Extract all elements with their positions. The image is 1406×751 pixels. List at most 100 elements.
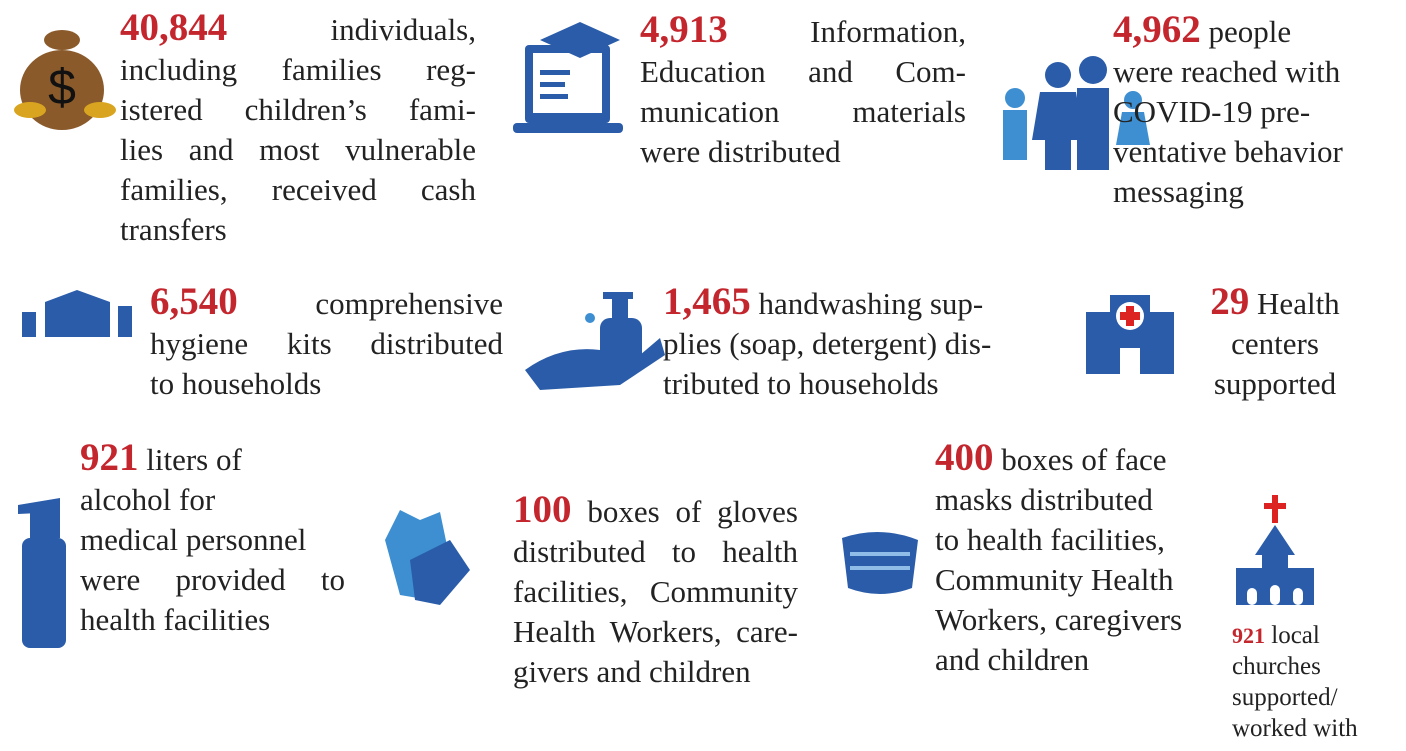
stat-text: istered children’s fami- (120, 92, 476, 127)
hand-soap-icon (525, 292, 665, 390)
stat-line: 921 local (1232, 620, 1402, 651)
stat-text: masks distributed (935, 482, 1153, 517)
stat-line: churches (1232, 651, 1402, 682)
stat-text: boxes of gloves (587, 494, 798, 529)
stat-text: Information, (810, 14, 966, 49)
money-bag-icon: $ (14, 30, 116, 130)
stat-text: local (1271, 622, 1320, 649)
stat-line: families, received cash (120, 170, 476, 210)
stat-text: tributed to households (663, 366, 939, 401)
stat-line: alcohol for (80, 480, 345, 520)
stat-item: 4,913 Information, Education and Com-muni… (640, 10, 966, 172)
stat-line: Community Health (935, 560, 1215, 600)
stat-line: messaging (1113, 172, 1373, 212)
stat-line: supported/ (1232, 682, 1402, 713)
stat-text: and children (935, 642, 1090, 677)
stat-line: masks distributed (935, 480, 1215, 520)
stat-text: churches (1232, 653, 1321, 680)
stat-text: to households (150, 366, 322, 401)
stat-line: to health facilities, (935, 520, 1215, 560)
stat-text: ventative behavior (1113, 134, 1343, 169)
stat-number: 921 (80, 436, 139, 479)
stat-line: tributed to households (663, 364, 983, 404)
stat-line: 40,844 individuals, (120, 8, 476, 50)
stat-text: were reached with (1113, 54, 1341, 89)
stat-line: lies and most vulnerable (120, 130, 476, 170)
stat-line: 29 Health (1160, 282, 1390, 324)
stat-line: Health Workers, care- (513, 612, 798, 652)
stat-line: plies (soap, detergent) dis- (663, 324, 991, 364)
stat-text: health facilities (80, 602, 271, 637)
stat-text: to health facilities, (935, 522, 1165, 557)
stat-line: including families reg- (120, 50, 476, 90)
stat-line: and children (935, 640, 1215, 680)
stat-text: munication materials (640, 94, 966, 129)
stat-number: 1,465 (663, 280, 751, 323)
stat-line: istered children’s fami- (120, 90, 476, 130)
stat-text: centers (1231, 326, 1319, 361)
stat-text: supported/ (1232, 684, 1338, 711)
stat-number: 921 (1232, 623, 1265, 648)
stat-text: lies and most vulnerable (120, 132, 476, 167)
stat-text: Education and Com- (640, 54, 966, 89)
stat-text: individuals, (330, 12, 476, 47)
stat-item: 6,540 comprehensive hygiene kits distribu… (150, 282, 503, 404)
stat-line: 100 boxes of gloves (513, 490, 798, 532)
stat-item: 921 local churches supported/worked with (1232, 620, 1402, 744)
stat-text: supported (1213, 366, 1337, 401)
laptop-icon (513, 22, 623, 133)
stat-line: 1,465 handwashing sup- (663, 282, 983, 324)
stat-number: 40,844 (120, 6, 228, 49)
stat-text: COVID-19 pre- (1113, 94, 1311, 129)
spray-bottle-icon (18, 498, 66, 648)
stat-number: 400 (935, 436, 994, 479)
stat-line: 6,540 comprehensive (150, 282, 503, 324)
family-icon (1003, 56, 1150, 170)
face-mask-icon (842, 531, 918, 594)
stat-text: facilities, Community (513, 574, 798, 609)
stat-text: hygiene kits distributed (150, 326, 503, 361)
stat-line: 400 boxes of face (935, 438, 1215, 480)
stat-text: boxes of face (1001, 442, 1167, 477)
stat-text: messaging (1113, 174, 1244, 209)
stat-number: 4,962 (1113, 8, 1201, 51)
stat-text: were provided to (80, 562, 345, 597)
stat-text: givers and children (513, 654, 751, 689)
stat-line: worked with (1232, 713, 1402, 744)
stat-text: alcohol for (80, 482, 216, 517)
stat-line: Workers, caregivers (935, 600, 1215, 640)
stat-text: Health Workers, care- (513, 614, 798, 649)
stat-line: were provided to (80, 560, 345, 600)
stat-line: 921 liters of (80, 438, 345, 480)
svg-text:$: $ (48, 59, 76, 115)
stat-text: comprehensive (315, 286, 503, 321)
stat-number: 4,913 (640, 8, 728, 51)
stat-line: ventative behavior (1113, 132, 1373, 172)
stat-text: Health (1257, 286, 1340, 321)
stat-text: people (1208, 14, 1292, 49)
stat-item: 40,844 individuals, including families re… (120, 8, 476, 250)
hygiene-kit-icon (22, 290, 132, 337)
stat-line: health facilities (80, 600, 345, 640)
stat-line: transfers (120, 210, 476, 250)
stat-line: were distributed (640, 132, 966, 172)
stat-text: Community Health (935, 562, 1174, 597)
stat-line: medical personnel (80, 520, 345, 560)
stat-line: centers (1160, 324, 1390, 364)
stat-item: 921 liters of alcohol for medical personne… (80, 438, 345, 640)
stat-item: 400 boxes of face masks distributed to hea… (935, 438, 1215, 680)
stat-line: Education and Com- (640, 52, 966, 92)
stat-line: supported (1160, 364, 1390, 404)
stat-text: medical personnel (80, 522, 307, 557)
stat-number: 100 (513, 488, 572, 531)
stat-text: families, received cash (120, 172, 476, 207)
stat-line: facilities, Community (513, 572, 798, 612)
stat-line: distributed to health (513, 532, 798, 572)
stat-line: givers and children (513, 652, 798, 692)
stat-text: including families reg- (120, 52, 476, 87)
stat-item: 1,465 handwashing sup-plies (soap, deter… (663, 282, 991, 404)
stat-text: liters of (146, 442, 242, 477)
stat-number: 6,540 (150, 280, 238, 323)
